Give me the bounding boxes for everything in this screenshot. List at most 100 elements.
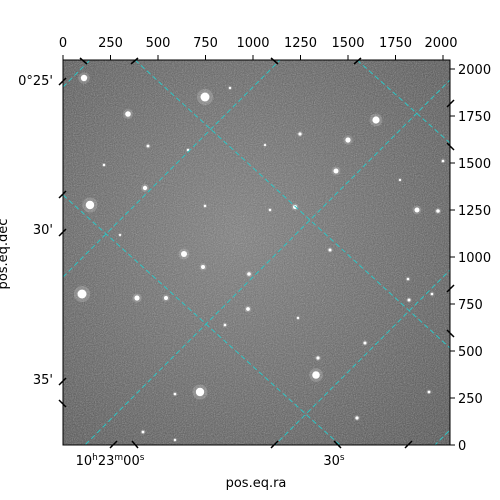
star: [195, 387, 205, 397]
y-axis-title: pos.eq.dec: [0, 219, 11, 290]
plot-frame: [62, 59, 451, 446]
star: [316, 356, 320, 360]
ra-tick-label: 30s: [323, 453, 345, 469]
top-tick-label: 1000: [236, 36, 269, 51]
star: [328, 248, 332, 252]
top-tick-label: 0: [59, 36, 67, 51]
star: [414, 207, 420, 213]
right-tick-label: 750: [458, 298, 483, 313]
right-wcs-tick: [446, 142, 455, 151]
ra-tick-mark: [270, 440, 279, 449]
star: [363, 341, 367, 345]
top-tick-label: 1750: [379, 36, 412, 51]
star: [142, 185, 148, 191]
star: [345, 137, 351, 143]
grid-line-ra: [63, 60, 91, 88]
star: [246, 307, 250, 311]
star: [296, 316, 300, 320]
x-axis-title: pos.eq.ra: [226, 476, 287, 491]
star: [398, 178, 402, 182]
right-tick-label: 1750: [458, 110, 491, 125]
ra-seconds-unit: s: [140, 453, 145, 463]
right-tick-label: 1500: [458, 157, 491, 172]
star: [298, 132, 302, 136]
star: [312, 371, 320, 379]
dec-tick-mark: [58, 228, 67, 237]
star: [441, 159, 445, 163]
coordinate-grid: [63, 60, 450, 445]
star: [146, 144, 150, 148]
star: [372, 116, 380, 124]
ra-minutes: 23: [98, 454, 115, 469]
star: [186, 148, 190, 152]
star: [247, 272, 251, 276]
dec-tick-mark: [58, 377, 67, 386]
ra-tick-mark: [333, 440, 342, 449]
star: [134, 295, 140, 301]
star: [407, 298, 411, 302]
star: [173, 392, 177, 396]
top-wcs-tick: [130, 57, 139, 65]
dec-tick-label: 35': [33, 373, 53, 388]
right-wcs-tick: [446, 329, 455, 338]
grid-line-dec: [356, 60, 450, 144]
star: [436, 209, 440, 213]
right-tick-label: 1000: [458, 251, 491, 266]
right-tick-label: 1250: [458, 204, 491, 219]
star: [333, 168, 339, 174]
right-tick-label: 500: [458, 345, 483, 360]
ra-seconds: 00: [123, 454, 140, 469]
star: [181, 251, 187, 257]
star: [223, 323, 227, 327]
ra-seconds-unit: s: [340, 453, 345, 463]
star: [406, 277, 410, 281]
star: [102, 163, 106, 167]
star: [125, 111, 131, 117]
star: [430, 292, 434, 296]
right-tick-label: 2000: [458, 63, 491, 78]
grid-line-dec: [134, 60, 450, 349]
dec-tick-mark: [58, 190, 67, 199]
star: [228, 86, 232, 90]
top-tick-label: 250: [98, 36, 123, 51]
ra-hours: 10: [76, 454, 93, 469]
top-tick-label: 1250: [284, 36, 317, 51]
star: [141, 430, 145, 434]
ra-tick-mark: [131, 440, 139, 449]
dec-tick-label: 0°25': [18, 74, 53, 89]
top-axis: 0 250 500 750 1000 1250 1500 1750 2000: [59, 36, 458, 60]
star: [200, 92, 210, 102]
top-tick-label: 750: [193, 36, 218, 51]
grid-line-ra: [63, 60, 281, 278]
top-tick-label: 2000: [424, 36, 457, 51]
right-axis: 0 250 500 750 1000 1250 1500 1750 2000: [450, 63, 491, 454]
wcs-ticks: [58, 57, 455, 449]
top-wcs-tick: [353, 57, 362, 65]
star: [268, 208, 272, 212]
star: [201, 265, 205, 269]
star: [164, 296, 168, 300]
ra-tick-mark: [109, 440, 118, 449]
ra-hours-unit: h: [92, 453, 98, 463]
star: [77, 289, 87, 299]
top-tick-label: 1500: [331, 36, 364, 51]
top-wcs-tick: [79, 57, 88, 65]
sky-noise: [63, 60, 450, 445]
right-wcs-tick: [446, 284, 455, 293]
star: [85, 200, 95, 210]
stars-layer: [73, 72, 446, 443]
star: [203, 204, 207, 208]
star: [263, 143, 267, 147]
right-tick-label: 250: [458, 392, 483, 407]
dec-tick-label: 30': [33, 223, 53, 238]
star: [80, 74, 88, 82]
ra-tick-mark: [404, 440, 413, 449]
star: [355, 416, 359, 420]
right-tick-label: 0: [458, 439, 466, 454]
grid-line-ra: [274, 269, 450, 445]
ra-seconds: 30: [323, 454, 340, 469]
top-tick-label: 500: [146, 36, 171, 51]
grid-line-dec: [63, 194, 341, 445]
top-wcs-tick: [270, 57, 279, 65]
